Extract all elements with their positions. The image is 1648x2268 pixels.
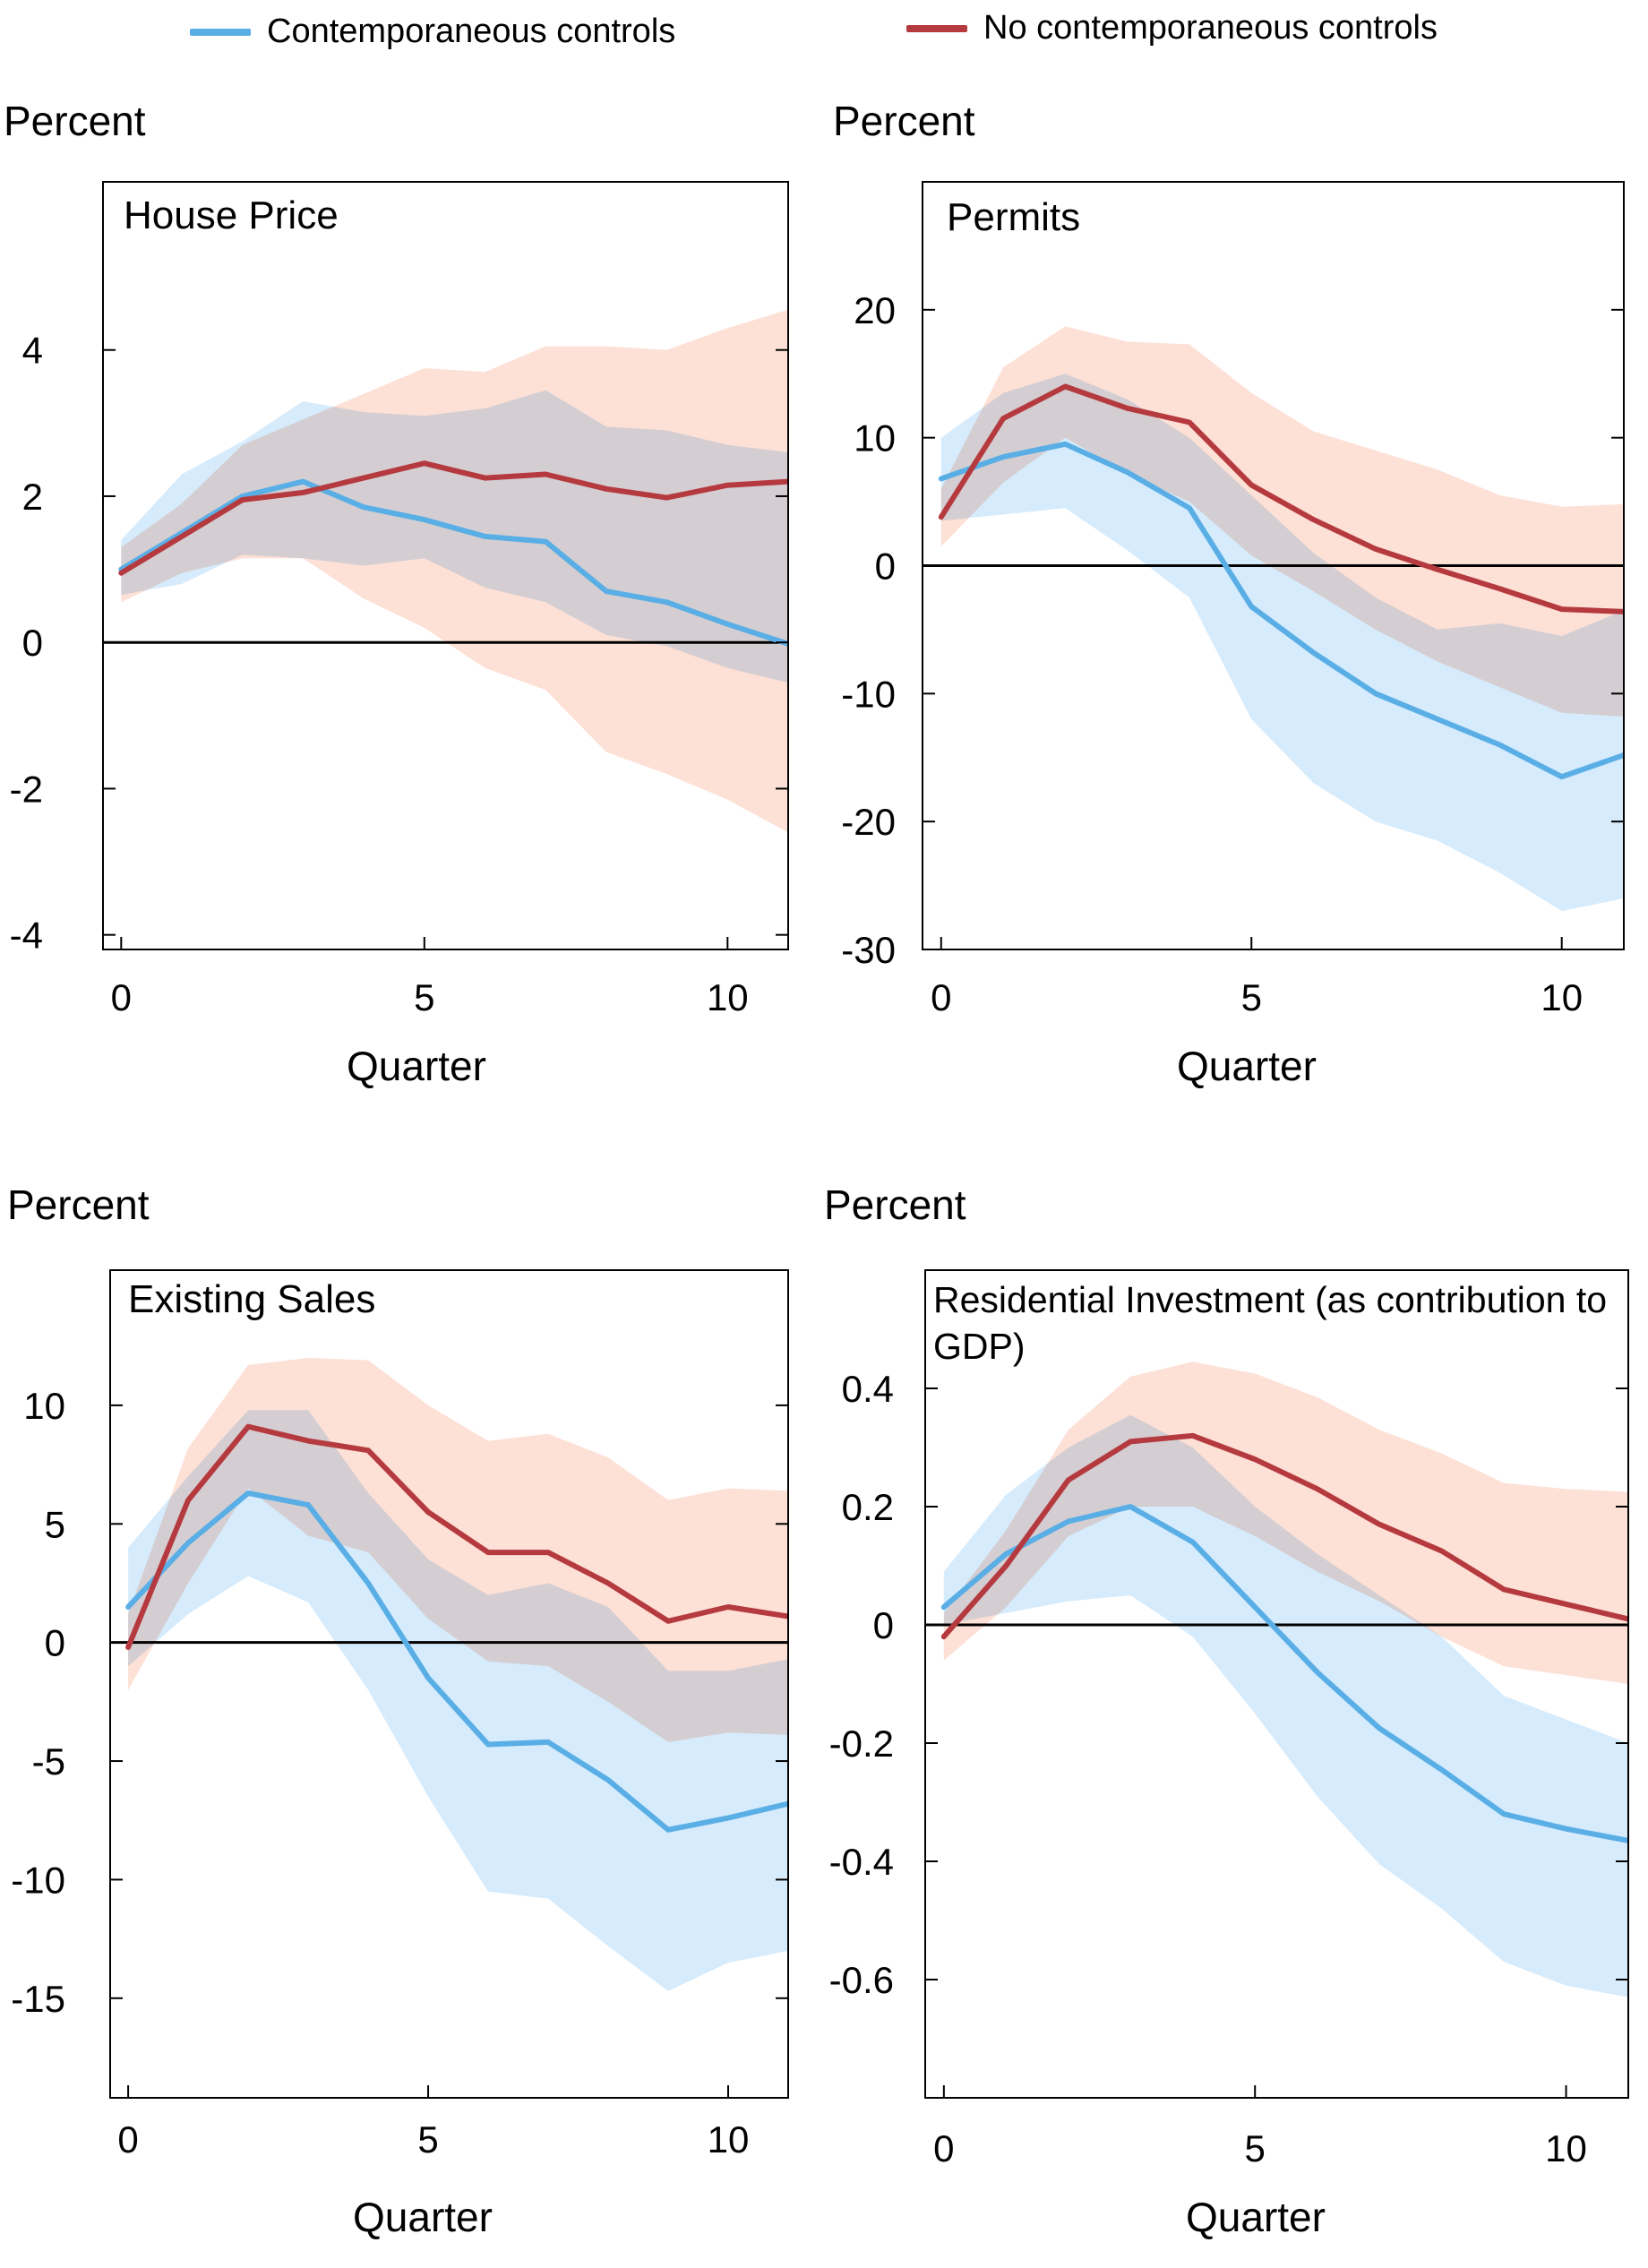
- confidence-band-contemporaneous: [121, 390, 788, 683]
- series-line-contemporaneous: [940, 1504, 1628, 1843]
- plot-area: [925, 1362, 1628, 1997]
- y-tick-label: -5: [32, 1740, 65, 1783]
- plot-frame: [109, 1269, 789, 2099]
- x-tick-label: 5: [417, 2118, 438, 2161]
- x-tick-label: 5: [1241, 976, 1262, 1018]
- x-tick-label: 0: [933, 2127, 954, 2169]
- x-tick-label: 10: [708, 2118, 750, 2161]
- y-axis-label-existing-sales: Percent: [7, 1181, 150, 1228]
- y-tick-label: -10: [11, 1859, 65, 1901]
- y-axis-label-permits: Percent: [833, 98, 975, 144]
- x-tick-label: 10: [1541, 976, 1583, 1018]
- panel-house-price: 4 2 0 -2 -4 0 5 10: [10, 181, 789, 1018]
- confidence-band-contemporaneous: [940, 374, 1624, 912]
- legend-contemporaneous: Contemporaneous controls: [190, 13, 675, 51]
- series-line-contemporaneous: [118, 478, 788, 647]
- plot-frame: [924, 1269, 1629, 2099]
- y-tick-label: -2: [10, 768, 43, 810]
- plot-area: [923, 326, 1624, 912]
- y-tick-label: -10: [841, 673, 896, 715]
- panel-title-existing-sales: Existing Sales: [128, 1277, 376, 1321]
- series-line-contemporaneous: [938, 441, 1624, 780]
- y-tick-label: 20: [854, 289, 896, 331]
- panel-existing-sales: 10 5 0 -5 -10 -15 0 5 10: [11, 1269, 789, 2161]
- y-tick-label: 0.4: [842, 1368, 894, 1410]
- panel-title-residential-investment: Residential Investment (as contribution …: [933, 1279, 1608, 1367]
- y-tick-label: 0.2: [842, 1486, 894, 1528]
- x-axis-label-residential-investment: Quarter: [1186, 2194, 1326, 2240]
- series-line-contemporaneous: [125, 1490, 788, 1833]
- y-tick-label: -0.4: [829, 1841, 894, 1883]
- y-tick-label: -30: [841, 929, 896, 971]
- y-tick-label: 0: [875, 546, 896, 588]
- plot-frame: [102, 181, 789, 950]
- y-tick-label: -20: [841, 801, 896, 843]
- y-tick-label: -0.2: [829, 1722, 894, 1765]
- y-tick-label: 4: [22, 330, 43, 372]
- series-line-no-contemporaneous: [118, 460, 788, 576]
- x-tick-label: 0: [111, 976, 132, 1018]
- x-tick-label: 10: [707, 976, 749, 1018]
- y-tick-label: 5: [45, 1503, 65, 1545]
- x-tick-label: 5: [1245, 2127, 1266, 2169]
- x-axis-label-existing-sales: Quarter: [353, 2194, 493, 2240]
- y-tick-label: -4: [10, 915, 43, 957]
- y-axis-label-residential-investment: Percent: [824, 1181, 966, 1228]
- confidence-band-contemporaneous: [943, 1414, 1628, 1997]
- x-axis-label-house-price: Quarter: [347, 1043, 486, 1089]
- x-axis-label-permits: Quarter: [1177, 1043, 1317, 1089]
- y-tick-label: -0.6: [829, 1959, 894, 2001]
- y-tick-label: 2: [22, 476, 43, 518]
- series-line-no-contemporaneous: [938, 383, 1624, 614]
- y-tick-label: 0: [45, 1622, 65, 1664]
- panel-title-house-price: House Price: [124, 193, 339, 237]
- x-tick-label: 0: [117, 2118, 138, 2161]
- x-tick-label: 0: [931, 976, 951, 1018]
- y-tick-label: 10: [23, 1385, 65, 1427]
- panel-residential-investment: 0.4 0.2 0 -0.2 -0.4 -0.6 0 5 10: [829, 1269, 1629, 2169]
- y-tick-label: 10: [854, 417, 896, 460]
- panel-permits: 20 10 0 -10 -20 -30 0 5 10: [841, 181, 1625, 1018]
- series-line-no-contemporaneous: [940, 1432, 1628, 1640]
- y-tick-label: 0: [873, 1604, 894, 1646]
- x-tick-label: 5: [414, 976, 434, 1018]
- legend-swatch-no-contemporaneous: [906, 24, 967, 32]
- series-line-no-contemporaneous: [125, 1423, 788, 1650]
- legend-label-contemporaneous: Contemporaneous controls: [267, 13, 676, 50]
- plot-area: [110, 1358, 788, 1991]
- legend-no-contemporaneous: No contemporaneous controls: [906, 9, 1438, 47]
- panel-title-permits: Permits: [947, 195, 1081, 239]
- legend-label-no-contemporaneous: No contemporaneous controls: [983, 9, 1438, 47]
- confidence-band-contemporaneous: [128, 1410, 788, 1991]
- x-tick-label: 10: [1545, 2127, 1587, 2169]
- y-tick-label: -15: [11, 1978, 65, 2020]
- plot-area: [103, 309, 788, 833]
- y-axis-label-house-price: Percent: [4, 98, 146, 144]
- legend-swatch-contemporaneous: [190, 28, 251, 36]
- y-tick-label: 0: [22, 622, 43, 664]
